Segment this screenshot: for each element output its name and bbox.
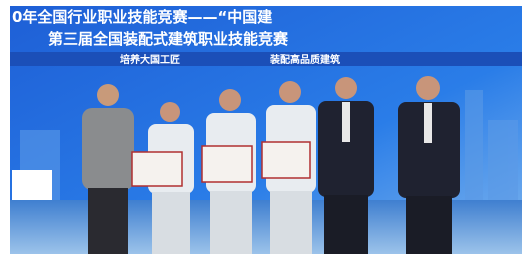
slogan-left: 培养大国工匠 <box>120 53 180 66</box>
banner-line-1: 0年全国行业职业技能竞赛——“中国建 <box>12 8 273 26</box>
page: {"banner": {"line1": "0年全国行业职业技能竞赛——“中国建… <box>0 0 522 260</box>
person <box>398 76 460 254</box>
slogan-right: 装配高品质建筑 <box>269 53 340 66</box>
qr-code <box>12 170 52 200</box>
photo: 0年全国行业职业技能竞赛——“中国建 第三届全国装配式建筑职业技能竞赛 培养大国… <box>0 0 522 260</box>
person <box>318 77 374 254</box>
person <box>82 84 134 254</box>
person <box>262 81 316 254</box>
slogan-band <box>10 52 522 66</box>
banner-line-2: 第三届全国装配式建筑职业技能竞赛 <box>48 30 289 48</box>
